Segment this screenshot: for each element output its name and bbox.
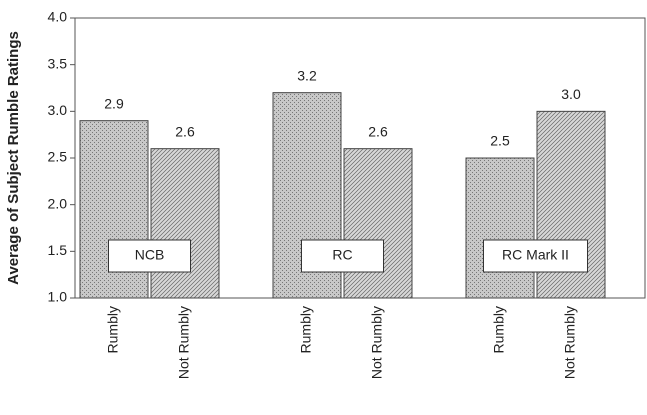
value-label: 2.5 [490,133,510,149]
x-tick-label: Not Rumbly [369,306,385,379]
group-label: RC Mark II [502,247,569,263]
y-tick-label: 4.0 [48,9,68,25]
value-label: 2.6 [175,123,195,139]
value-label: 3.2 [297,67,317,83]
y-tick-label: 1.0 [48,289,68,305]
y-tick-label: 2.5 [48,149,68,165]
x-tick-label: Not Rumbly [176,306,192,379]
x-tick-label: Not Rumbly [562,306,578,379]
y-axis-label: Average of Subject Rumble Ratings [5,31,22,285]
value-label: 2.6 [368,123,388,139]
group-label-box [483,239,588,273]
value-label: 2.9 [104,95,124,111]
group-label-box [301,239,384,273]
x-tick-label: Rumbly [105,306,121,353]
group-label-box [108,239,191,273]
bar [343,148,413,299]
bar [465,157,535,299]
y-tick-label: 1.5 [48,242,68,258]
y-tick-label: 3.5 [48,55,68,71]
bar [150,148,220,299]
x-tick-label: Rumbly [491,306,507,353]
x-tick-label: Rumbly [298,306,314,353]
y-tick-label: 3.0 [48,102,68,118]
y-tick-label: 2.0 [48,195,68,211]
value-label: 3.0 [561,86,581,102]
group-label: NCB [135,247,165,263]
group-label: RC [332,247,352,263]
